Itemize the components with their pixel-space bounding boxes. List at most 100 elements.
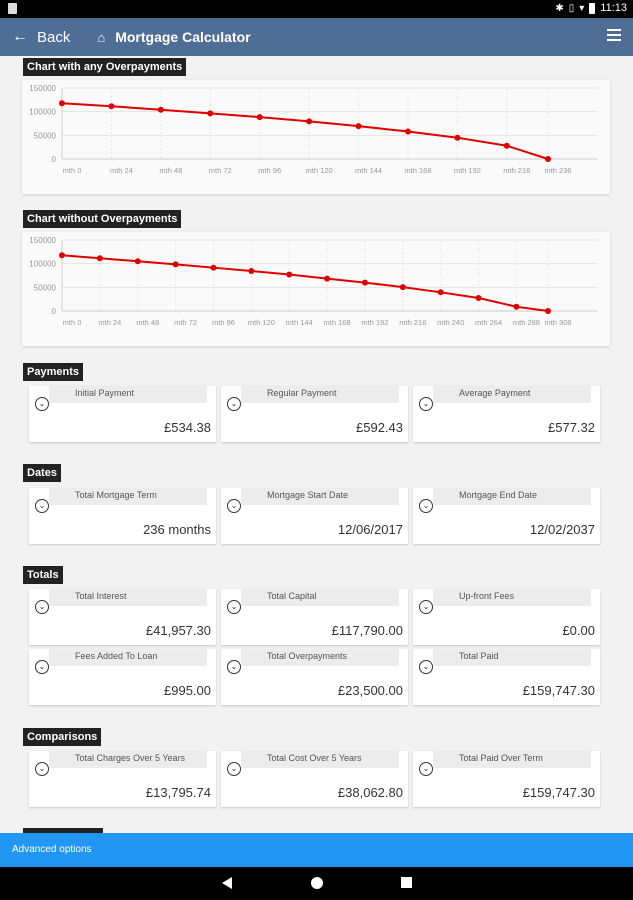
total-capital-tile[interactable]: Total Capital ⌄ £117,790.00 <box>221 589 408 645</box>
y-tick-label: 0 <box>52 307 57 316</box>
end-date-tile[interactable]: Mortgage End Date ⌄ 12/02/2037 <box>413 488 600 544</box>
x-tick-label: mth 0 <box>63 166 82 175</box>
data-point <box>286 271 293 278</box>
data-point <box>545 156 551 162</box>
average-payment-tile[interactable]: Average Payment ⌄ £577.32 <box>413 386 600 442</box>
tile-label: Fees Added To Loan <box>49 649 207 666</box>
mortgage-term-tile[interactable]: Total Mortgage Term ⌄ 236 months <box>29 488 216 544</box>
data-point <box>324 275 331 282</box>
y-tick-label: 150000 <box>29 236 56 245</box>
x-tick-label: mth 72 <box>174 318 197 327</box>
data-point <box>59 100 65 107</box>
data-point <box>108 103 115 110</box>
battery-icon <box>589 2 596 14</box>
tile-label: Total Paid Over Term <box>433 751 591 768</box>
home-icon[interactable]: ⌂ <box>97 29 106 45</box>
tile-value: £13,795.74 <box>145 785 211 800</box>
arrow-left-icon: ← <box>12 28 28 45</box>
page-title: Mortgage Calculator <box>115 29 251 45</box>
total-interest-tile[interactable]: Total Interest ⌄ £41,957.30 <box>29 589 216 645</box>
chevron-down-circle-icon[interactable]: ⌄ <box>419 499 433 513</box>
paid-over-term-tile[interactable]: Total Paid Over Term ⌄ £159,747.30 <box>413 751 600 807</box>
x-tick-label: mth 216 <box>503 166 530 175</box>
chevron-down-circle-icon[interactable]: ⌄ <box>227 762 241 776</box>
back-label: Back <box>37 28 71 46</box>
fees-added-tile[interactable]: Fees Added To Loan ⌄ £995.00 <box>29 649 216 705</box>
chevron-down-circle-icon[interactable]: ⌄ <box>419 600 433 614</box>
chevron-down-circle-icon[interactable]: ⌄ <box>35 397 49 411</box>
status-bar: ✱ ▯ ▾ 11:13 <box>0 0 633 18</box>
tile-label: Total Capital <box>241 589 399 606</box>
dates-section-label: Dates <box>23 464 61 482</box>
nav-back-icon[interactable] <box>222 877 232 889</box>
tile-value: £592.43 <box>356 420 403 435</box>
x-tick-label: mth 144 <box>355 166 382 175</box>
x-tick-label: mth 144 <box>286 318 313 327</box>
data-point <box>306 118 313 125</box>
tile-value: £577.32 <box>548 420 595 435</box>
data-point <box>207 110 214 117</box>
tile-value: 12/02/2037 <box>529 522 595 537</box>
chevron-down-circle-icon[interactable]: ⌄ <box>35 600 49 614</box>
initial-payment-tile[interactable]: Initial Payment ⌄ £534.38 <box>29 386 216 442</box>
tile-label: Regular Payment <box>241 386 399 403</box>
tile-label: Total Cost Over 5 Years <box>241 751 399 768</box>
chevron-down-circle-icon[interactable]: ⌄ <box>35 660 49 674</box>
system-nav-bar <box>0 867 633 900</box>
chevron-down-circle-icon[interactable]: ⌄ <box>227 660 241 674</box>
chevron-down-circle-icon[interactable]: ⌄ <box>227 600 241 614</box>
cost-5-years-tile[interactable]: Total Cost Over 5 Years ⌄ £38,062.80 <box>221 751 408 807</box>
x-tick-label: mth 48 <box>136 318 159 327</box>
x-tick-label: mth 264 <box>475 318 502 327</box>
app-bar: ← Back ⌂ Mortgage Calculator <box>0 18 633 56</box>
overpay-chart: 150000 100000 50000 0 mth 0 mth 24 mth 48 mth 7… <box>29 84 598 175</box>
upfront-fees-tile[interactable]: Up-front Fees ⌄ £0.00 <box>413 589 600 645</box>
advanced-options-button[interactable]: Advanced options <box>0 833 633 867</box>
chevron-down-circle-icon[interactable]: ⌄ <box>227 499 241 513</box>
data-point <box>545 308 551 314</box>
x-tick-label: mth 308 <box>544 318 571 327</box>
chevron-down-circle-icon[interactable]: ⌄ <box>35 499 49 513</box>
hamburger-menu-icon[interactable] <box>607 29 621 41</box>
charges-5-years-tile[interactable]: Total Charges Over 5 Years ⌄ £13,795.74 <box>29 751 216 807</box>
x-tick-label: mth 24 <box>110 166 133 175</box>
chevron-down-circle-icon[interactable]: ⌄ <box>419 397 433 411</box>
data-point <box>248 268 255 275</box>
vibrate-icon: ▯ <box>568 2 575 14</box>
chevron-down-circle-icon[interactable]: ⌄ <box>419 660 433 674</box>
total-overpayments-tile[interactable]: Total Overpayments ⌄ £23,500.00 <box>221 649 408 705</box>
x-tick-label: mth 24 <box>98 318 121 327</box>
data-point <box>404 128 411 135</box>
nav-recents-icon[interactable] <box>401 877 412 888</box>
x-tick-label: mth 96 <box>212 318 235 327</box>
data-point <box>134 258 141 265</box>
regular-payment-tile[interactable]: Regular Payment ⌄ £592.43 <box>221 386 408 442</box>
wifi-icon: ▾ <box>579 2 585 14</box>
results-content[interactable]: 150000 100000 50000 0 mth 0 mth 24 mth 48 mth 7… <box>0 56 633 833</box>
start-date-tile[interactable]: Mortgage Start Date ⌄ 12/06/2017 <box>221 488 408 544</box>
x-tick-label: mth 48 <box>159 166 182 175</box>
x-tick-label: mth 72 <box>209 166 232 175</box>
x-tick-label: mth 0 <box>63 318 82 327</box>
total-paid-tile[interactable]: Total Paid ⌄ £159,747.30 <box>413 649 600 705</box>
tile-value: £534.38 <box>164 420 211 435</box>
tile-value: 12/06/2017 <box>337 522 403 537</box>
x-tick-label: mth 192 <box>454 166 481 175</box>
x-tick-label: mth 120 <box>306 166 333 175</box>
data-point <box>503 142 510 149</box>
tile-label: Average Payment <box>433 386 591 403</box>
data-point <box>96 255 103 262</box>
chevron-down-circle-icon[interactable]: ⌄ <box>35 762 49 776</box>
data-point <box>157 106 164 113</box>
x-tick-label: mth 168 <box>324 318 351 327</box>
overpay-chart-label: Chart with any Overpayments <box>23 58 187 76</box>
status-time: 11:13 <box>600 2 627 14</box>
chevron-down-circle-icon[interactable]: ⌄ <box>227 397 241 411</box>
back-button[interactable]: ← Back <box>12 28 70 46</box>
nav-home-icon[interactable] <box>311 877 323 889</box>
chevron-down-circle-icon[interactable]: ⌄ <box>419 762 433 776</box>
tile-label: Total Paid <box>433 649 591 666</box>
y-tick-label: 150000 <box>29 84 56 93</box>
tile-value: £159,747.30 <box>522 683 595 698</box>
data-point <box>355 123 362 130</box>
